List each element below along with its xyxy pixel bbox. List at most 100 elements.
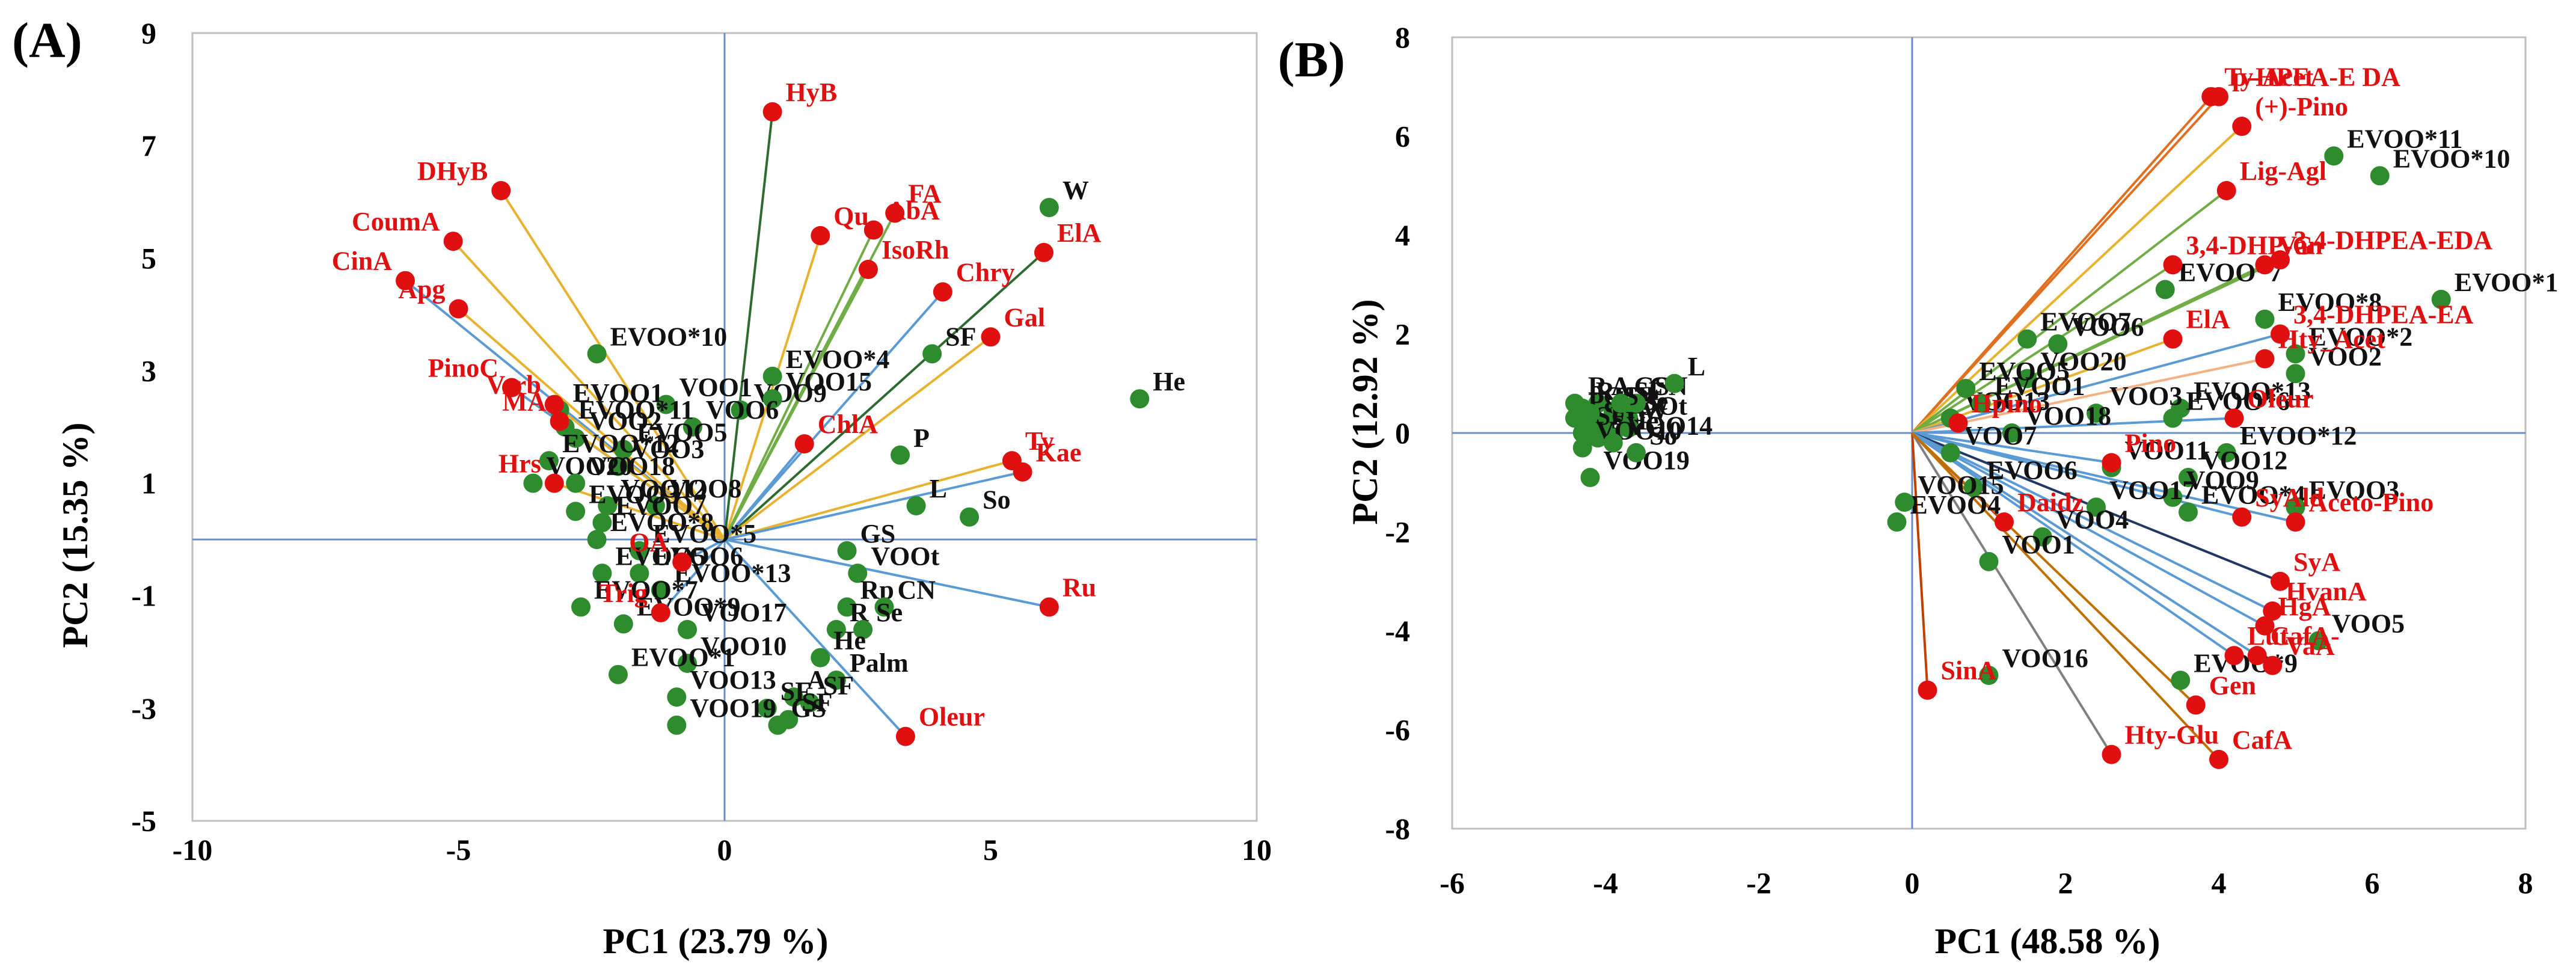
sample-label: EVOO*7 [594,575,698,604]
sample-label: VOO12 [2201,446,2287,475]
variable-vector-line [723,235,822,540]
variable-point [1995,512,2014,532]
variable-label: ElA [1057,218,1102,248]
sample-point [762,366,782,386]
variable-vector-line [724,459,1013,541]
panel-b-y-tick-label: 2 [1395,318,1410,351]
variable-vector-line [1912,432,2296,523]
sample-label: VOO6 [706,395,779,425]
sample-label: EVOO*13 [2194,376,2311,406]
variable-point [502,378,521,398]
variable-label: Lut [2248,621,2289,651]
variable-point [2163,255,2183,275]
variable-label: CafA- [2271,621,2340,651]
variable-label: Van [2278,230,2323,260]
sample-label: VOO2 [2309,342,2382,371]
sample-label: EVOO*12 [2240,421,2357,450]
variable-vector-line [1911,432,2235,657]
variable-vector-line [723,251,1045,541]
sample-label: L [1688,352,1705,381]
sample-label: EVOO*10 [610,322,728,351]
panel-a-x-tick-label: -10 [173,833,213,867]
panel-b-x-axis-label: PC1 (48.58 %) [1935,921,2160,961]
sample-label: So [983,485,1010,515]
sample-point [592,563,612,583]
variable-point [2209,87,2228,106]
sample-label: EVOO5 [1979,357,2070,386]
sample-point [592,513,612,533]
sample-point [667,687,687,707]
sample-point [1580,468,1600,488]
sample-point [1603,433,1623,453]
sample-label: VOO12 [621,474,707,503]
panel-a-y-tick-label: 1 [141,467,156,500]
sample-label: VOO3 [2109,381,2182,411]
panel-b-y-tick-label: -6 [1385,713,1410,747]
panel-b-y-tick-label: 4 [1395,218,1410,252]
variable-point [449,299,468,319]
sample-point [667,715,687,735]
variable-vector-line [1911,432,2274,667]
variable-label: HyB [786,78,838,107]
sample-label: He [1153,367,1185,396]
variable-point [2255,349,2275,369]
sample-point [960,507,980,527]
sample-point [598,496,618,515]
sample-point [826,671,846,690]
sample-label: EVOO*5 [652,519,756,548]
sample-point [1130,389,1150,409]
sample-point [800,693,820,713]
panel-b-x-tick-label: 8 [2518,866,2533,900]
sample-point [1619,418,1639,438]
sample-point [906,496,926,515]
sample-label: VOO13 [690,665,776,695]
variable-label: CafA [2232,725,2292,755]
sample-label: VOO4 [2056,505,2129,535]
sample-point [784,687,804,707]
panel-b-x-tick-label: 4 [2212,866,2227,900]
variable-vector-line [1912,357,2265,434]
variable-point [885,203,905,223]
panel-a-x-tick-label: 10 [1242,833,1272,867]
variable-label: SyA [2293,547,2340,577]
variable-vector-line [452,240,726,541]
sample-point [1627,393,1646,413]
sample-label: VOO10 [701,631,787,661]
sample-point [1887,512,1907,532]
sample-label: EVOO*1 [2455,268,2559,297]
variable-vector-line [554,482,725,541]
variable-label: CinA [332,247,392,276]
variable-label: PinoC [428,354,498,383]
sample-point [922,344,942,364]
variable-point [2102,744,2121,764]
sample-point [757,698,777,718]
sample-point [2286,344,2305,364]
sample-label: EVOO*11 [578,395,694,425]
sample-point [566,473,586,493]
variable-label: ChlA [818,410,878,439]
sample-label: SF [823,671,854,701]
sample-point [1971,393,1991,413]
sample-point [630,563,649,583]
variable-vector-line [1912,432,2274,612]
variable-label: Oleur [2248,384,2314,413]
sample-label: EVOO*4 [786,345,890,374]
variable-vector-line [724,538,1050,609]
variable-point [2286,512,2305,532]
variable-point [2271,324,2290,344]
variable-vector-line [723,336,992,541]
variable-point [2224,408,2244,428]
variable-point [2102,453,2121,473]
variable-point [2163,329,2183,349]
sample-point [571,597,591,617]
panel-a-x-tick-label: 5 [983,833,998,867]
sample-point [2255,309,2275,329]
variable-point [2271,571,2290,591]
variable-label: AbA [887,196,940,226]
variable-point [2224,646,2244,666]
sample-point [1664,373,1684,393]
sample-point [837,597,857,617]
sample-label: EVOO6 [652,541,743,571]
